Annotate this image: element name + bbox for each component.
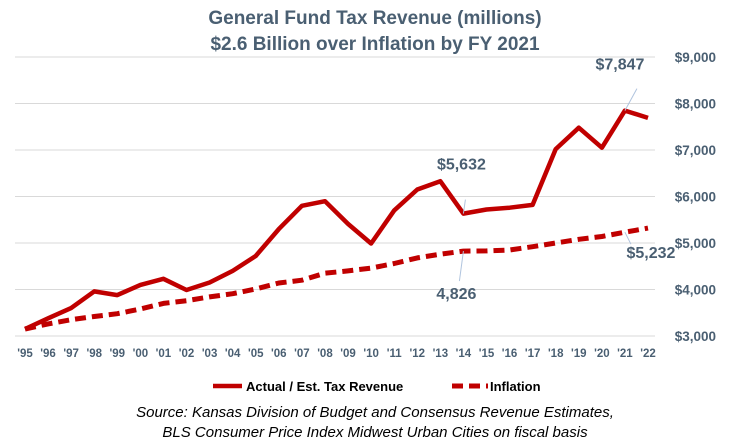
y-axis-ticks: $3,000 $4,000 $5,000 $6,000 $7,000 $8,000 $9,0…	[675, 50, 716, 344]
x-tick-label: '15	[479, 348, 495, 360]
x-tick-label: '00	[133, 348, 149, 360]
x-tick-label: '97	[63, 348, 79, 360]
x-tick-label: '06	[271, 348, 287, 360]
x-tick-label: '99	[110, 348, 126, 360]
annotation-leader	[624, 231, 632, 245]
x-tick-label: '98	[86, 348, 102, 360]
x-tick-label: '14	[456, 348, 472, 360]
series-group	[24, 108, 649, 332]
annotation-leader	[462, 199, 466, 214]
x-tick-label: '12	[409, 348, 425, 360]
x-tick-label: '96	[40, 348, 56, 360]
x-tick-label: '10	[363, 348, 379, 360]
annotations: $7,847 $5,632 4,826 $5,232	[436, 57, 675, 303]
x-tick-label: '95	[17, 348, 33, 360]
y-tick-label: $5,000	[675, 236, 716, 251]
x-tick-label: '18	[548, 348, 564, 360]
chart-title: General Fund Tax Revenue (millions)	[208, 8, 542, 29]
y-tick-label: $7,000	[675, 143, 716, 158]
x-tick-label: '21	[617, 348, 633, 360]
x-tick-label: '22	[640, 348, 656, 360]
legend-label-revenue: Actual / Est. Tax Revenue	[246, 379, 403, 394]
legend: Actual / Est. Tax Revenue Inflation	[213, 379, 541, 394]
x-tick-label: '11	[387, 348, 402, 360]
y-tick-label: $9,000	[675, 50, 716, 65]
x-tick-label: '02	[179, 348, 195, 360]
series-line-revenue	[24, 108, 649, 332]
legend-label-inflation: Inflation	[490, 379, 541, 394]
annotation-label: $7,847	[595, 57, 644, 74]
y-tick-label: $8,000	[675, 97, 716, 112]
source-line-2: BLS Consumer Price Index Midwest Urban C…	[162, 424, 588, 441]
source-line-1: Source: Kansas Division of Budget and Co…	[136, 404, 614, 421]
annotation-label: $5,232	[626, 245, 675, 262]
x-tick-label: '16	[502, 348, 518, 360]
x-axis-ticks: '95 '96 '97 '98 '99 '00 '01 '02 '03 '04 '05 '06 '07 '…	[17, 348, 656, 360]
x-tick-label: '08	[317, 348, 333, 360]
y-tick-label: $6,000	[675, 190, 716, 205]
x-tick-label: '09	[340, 348, 356, 360]
annotation-label: 4,826	[436, 286, 476, 303]
x-tick-label: '13	[433, 348, 449, 360]
y-tick-label: $3,000	[675, 329, 716, 344]
x-tick-label: '19	[571, 348, 587, 360]
chart-subtitle: $2.6 Billion over Inflation by FY 2021	[210, 34, 540, 55]
annotation-label: $5,632	[437, 157, 486, 174]
annotation-leader	[458, 251, 464, 282]
x-tick-label: '17	[525, 348, 541, 360]
x-tick-label: '03	[202, 348, 218, 360]
series-line-inflation	[24, 225, 649, 332]
x-tick-label: '01	[156, 348, 172, 360]
annotation-leader	[624, 88, 638, 111]
x-tick-label: '07	[294, 348, 310, 360]
x-tick-label: '04	[225, 348, 241, 360]
y-tick-label: $4,000	[675, 283, 716, 298]
x-tick-label: '20	[594, 348, 610, 360]
x-tick-label: '05	[248, 348, 264, 360]
